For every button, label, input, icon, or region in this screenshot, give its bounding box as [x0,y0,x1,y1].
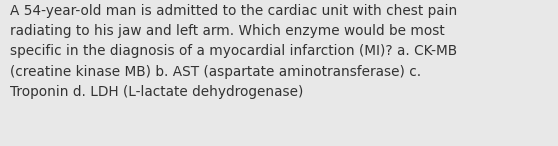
Text: A 54-year-old man is admitted to the cardiac unit with chest pain
radiating to h: A 54-year-old man is admitted to the car… [10,4,458,99]
